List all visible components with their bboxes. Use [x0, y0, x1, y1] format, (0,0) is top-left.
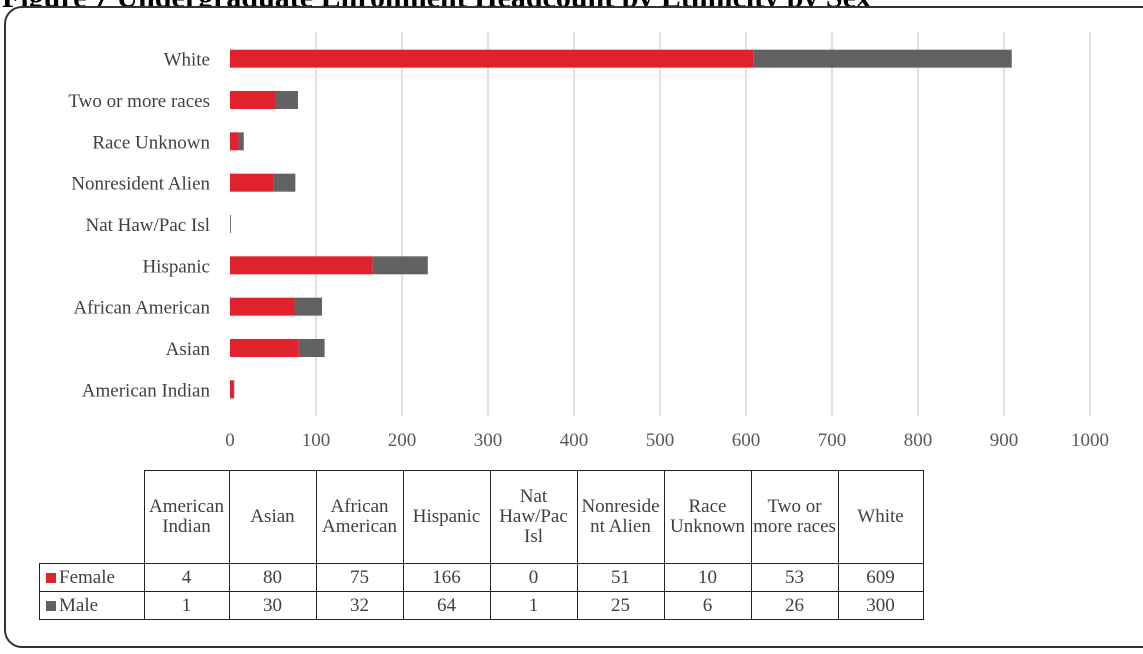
data-table: American Indian Asian African American H… [39, 470, 924, 620]
category-label: Hispanic [142, 256, 210, 277]
bar-male [298, 339, 325, 357]
x-tick-label: 500 [646, 430, 675, 451]
bar-male [230, 215, 231, 233]
table-header: White [837, 470, 924, 564]
table-cell: 30 [228, 591, 317, 620]
bar-female [230, 173, 274, 192]
table-cell: 25 [576, 591, 665, 620]
bar-female [230, 339, 299, 357]
table-header: Nonreside nt Alien [576, 470, 665, 564]
table-corner [39, 470, 145, 564]
bar-chart: American Indian Asian African American Hisp… [68, 32, 1109, 451]
category-label: Two or more races [68, 91, 210, 112]
table-cell: 166 [402, 563, 491, 592]
category-label: Race Unknown [92, 132, 210, 153]
table-cell: 26 [750, 591, 839, 620]
table-cell: 609 [837, 563, 924, 592]
table-header: Two or more races [750, 470, 839, 564]
legend-male: Male [39, 591, 145, 620]
x-tick-label: 700 [818, 430, 847, 451]
x-tick-label: 0 [225, 430, 235, 451]
table-header: African American [315, 470, 404, 564]
bar-male [294, 297, 323, 316]
table-cell: 53 [750, 563, 839, 592]
legend-female: Female [39, 563, 145, 592]
bar-female [230, 380, 234, 399]
bar-male [238, 132, 244, 151]
bar-female [230, 49, 754, 68]
table-cell: 80 [228, 563, 317, 592]
x-tick-label: 400 [560, 430, 589, 451]
bar-female [230, 256, 373, 275]
x-tick-label: 800 [904, 430, 933, 451]
x-tick-label: 1000 [1071, 430, 1109, 451]
table-header: Asian [228, 470, 317, 564]
table-cell: 10 [663, 563, 752, 592]
bar-male [273, 173, 296, 192]
table-header: Nat Haw/Pac Isl [489, 470, 578, 564]
table-cell: 1 [143, 591, 230, 620]
table-cell: 32 [315, 591, 404, 620]
series-name: Female [59, 566, 115, 588]
bar-female [230, 91, 276, 109]
x-tick-label: 900 [990, 430, 1019, 451]
table-header: Race Unknown [663, 470, 752, 564]
table-cell: 0 [489, 563, 578, 592]
table-cell: 300 [837, 591, 924, 620]
x-tick-label: 600 [732, 430, 761, 451]
bar-male [233, 380, 235, 399]
table-cell: 51 [576, 563, 665, 592]
series-name: Male [59, 594, 99, 616]
female-swatch-icon [46, 573, 56, 584]
x-tick-label: 200 [388, 430, 417, 451]
bar-female [230, 132, 239, 151]
gridlines [315, 32, 1091, 416]
category-label: Asian [166, 339, 211, 360]
category-label: Nat Haw/Pac Isl [85, 215, 210, 236]
male-swatch-icon [46, 601, 56, 612]
bars [230, 49, 1012, 399]
table-cell: 75 [315, 563, 404, 592]
bar-male [275, 91, 298, 109]
table-header: American Indian [143, 470, 230, 564]
category-label: American Indian [82, 380, 211, 401]
category-label: Nonresident Alien [71, 174, 210, 195]
table-cell: 6 [663, 591, 752, 620]
table-row-female: Female 4 80 75 166 0 51 10 53 609 [39, 563, 924, 592]
x-tick-label: 100 [302, 430, 331, 451]
x-tick-label: 300 [474, 430, 503, 451]
category-labels: American Indian Asian African American Hisp… [68, 50, 210, 402]
bar-male [753, 49, 1012, 68]
x-axis-tick-labels: 0 100 200 300 400 500 600 700 800 900 1000 [225, 430, 1109, 451]
table-row-male: Male 1 30 32 64 1 25 6 26 300 [39, 591, 924, 620]
table-cell: 1 [489, 591, 578, 620]
table-cell: 4 [143, 563, 230, 592]
category-label: White [164, 50, 210, 71]
table-cell: 64 [402, 591, 491, 620]
bar-female [230, 297, 295, 316]
table-header: Hispanic [402, 470, 491, 564]
bar-male [372, 256, 428, 275]
category-label: African American [73, 298, 210, 319]
